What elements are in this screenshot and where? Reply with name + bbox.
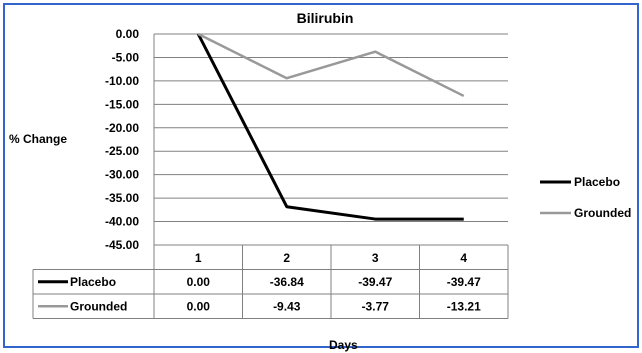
- data-label: -9.43: [273, 299, 301, 313]
- y-tick-label: -30.00: [105, 168, 139, 182]
- y-tick-label: -25.00: [105, 144, 139, 158]
- legend: Placebo Grounded: [540, 175, 631, 220]
- x-category-label: 1: [195, 251, 202, 265]
- data-label: -39.47: [447, 275, 481, 289]
- y-tick-labels: 0.00 -5.00 -10.00 -15.00 -20.00 -25.00 -30.00 -…: [105, 27, 139, 252]
- y-tick-label: -20.00: [105, 121, 139, 135]
- y-axis-label: % Change: [9, 132, 67, 146]
- y-tick-label: -45.00: [105, 238, 139, 252]
- data-label: -36.84: [270, 275, 304, 289]
- chart-title: Bilirubin: [297, 10, 354, 26]
- chart-frame: [3, 3, 639, 348]
- y-tick-label: -15.00: [105, 97, 139, 111]
- y-tick-label: -40.00: [105, 215, 139, 229]
- data-label: -3.77: [362, 299, 390, 313]
- data-table: 1 2 3 4 Placebo 0.00 -36.84 -39.47 -39.47 Grounde…: [32, 244, 509, 319]
- data-label: -13.21: [447, 299, 481, 313]
- x-category-label: 3: [372, 251, 379, 265]
- series-line-placebo: [196, 33, 464, 221]
- table-series-name: Placebo: [70, 275, 116, 289]
- series-lines: [196, 32, 465, 221]
- legend-label: Placebo: [574, 175, 620, 189]
- x-axis-label: Days: [329, 338, 358, 352]
- legend-label: Grounded: [574, 206, 631, 220]
- y-tick-label: 0.00: [116, 27, 140, 41]
- x-category-label: 4: [460, 251, 467, 265]
- data-label: 0.00: [187, 299, 211, 313]
- y-tick-label: -35.00: [105, 191, 139, 205]
- table-series-name: Grounded: [70, 299, 127, 313]
- x-category-label: 2: [283, 251, 290, 265]
- data-label: -39.47: [358, 275, 392, 289]
- series-line-grounded: [197, 32, 465, 98]
- y-tick-label: -10.00: [105, 74, 139, 88]
- y-tick-label: -5.00: [112, 50, 140, 64]
- data-label: 0.00: [187, 275, 211, 289]
